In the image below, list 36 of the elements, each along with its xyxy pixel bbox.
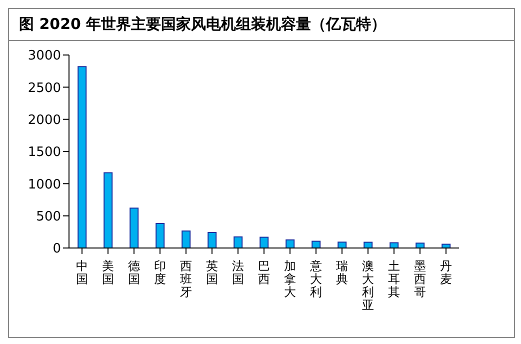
x-tick-label: 巴西 xyxy=(258,259,270,286)
y-tick-label: 500 xyxy=(36,209,61,224)
x-tick-label: 美国 xyxy=(102,259,114,286)
x-tick-label: 意大利 xyxy=(309,259,322,299)
bar xyxy=(104,172,113,248)
x-tick-label: 墨西哥 xyxy=(414,259,426,299)
x-tick-label: 瑞典 xyxy=(336,259,348,286)
x-tick-label: 丹麦 xyxy=(440,259,452,286)
x-tick-label: 中国 xyxy=(76,259,88,286)
bar xyxy=(312,240,321,248)
bar xyxy=(416,242,425,248)
y-tick-label: 0 xyxy=(52,242,61,257)
y-tick-label: 1000 xyxy=(28,177,61,192)
x-tick-label: 西班牙 xyxy=(180,259,192,299)
bar xyxy=(364,242,373,248)
bar xyxy=(286,239,295,248)
bar xyxy=(234,236,243,248)
bar xyxy=(208,232,217,248)
bar xyxy=(182,230,191,248)
chart-title: 图 2020 年世界主要国家风电机组装机容量（亿瓦特） xyxy=(9,9,514,41)
x-tick-label: 印度 xyxy=(154,259,166,286)
x-tick-label: 土耳其 xyxy=(388,259,400,299)
y-tick-label: 3000 xyxy=(28,48,61,64)
x-tick-label: 法国 xyxy=(232,259,244,286)
bar xyxy=(338,242,347,248)
bar xyxy=(156,223,165,248)
bar xyxy=(260,236,269,248)
bar xyxy=(78,66,87,248)
x-tick-label: 德国 xyxy=(128,259,140,286)
bar xyxy=(130,208,139,248)
x-tick-label: 加拿大 xyxy=(284,259,296,299)
y-tick-label: 2000 xyxy=(28,112,61,128)
y-tick-label: 2500 xyxy=(28,80,61,96)
x-tick-label: 澳大利亚 xyxy=(362,259,374,312)
x-tick-label: 英国 xyxy=(206,259,218,286)
y-tick-label: 1500 xyxy=(28,145,61,160)
